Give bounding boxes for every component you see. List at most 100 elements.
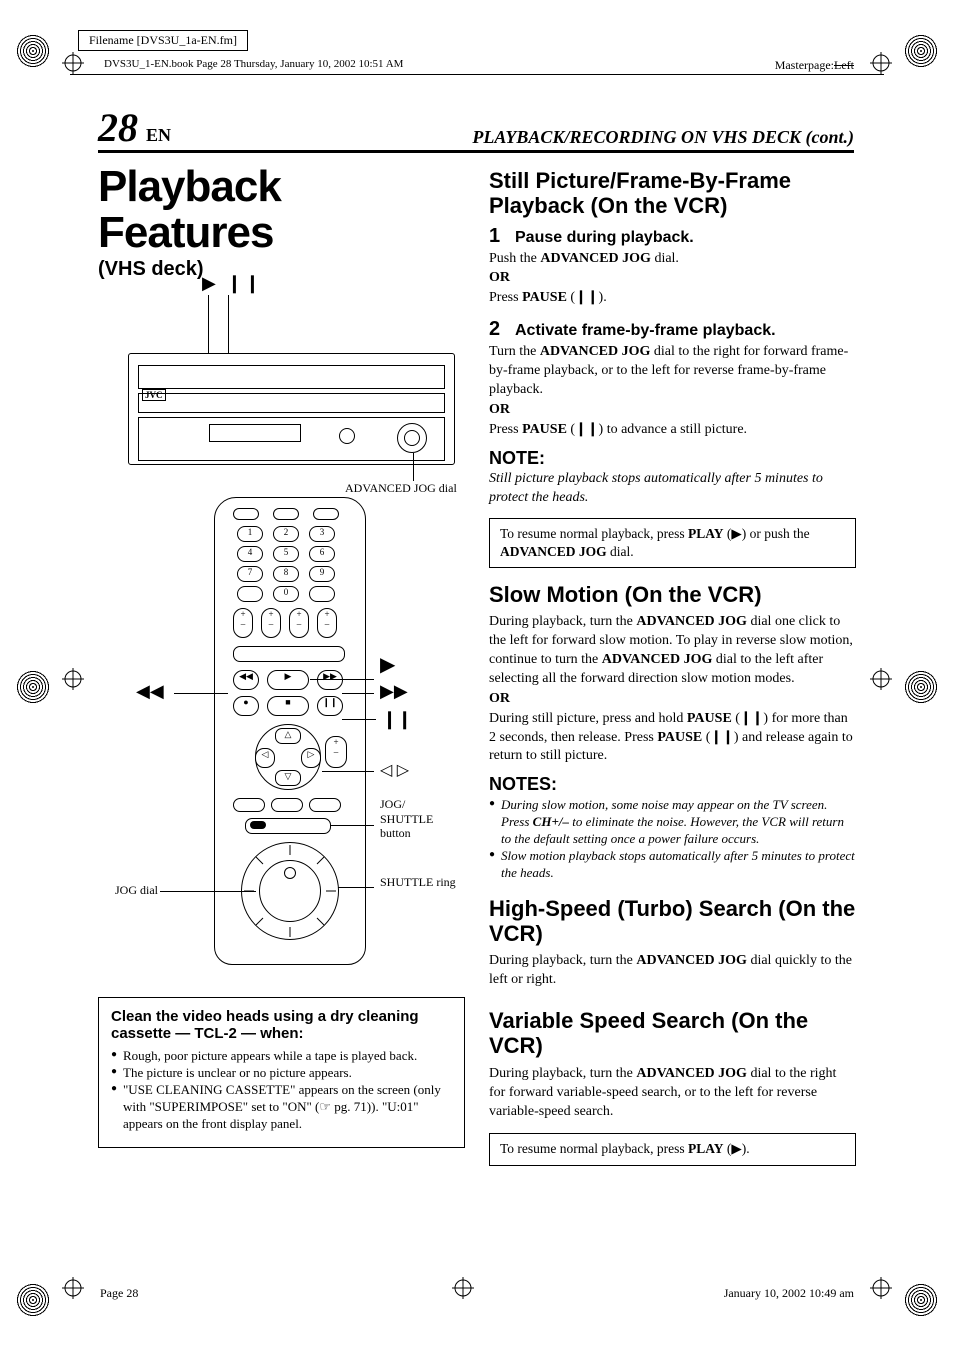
masterpage-text: Masterpage: (775, 58, 834, 72)
step-number: 2 (489, 318, 505, 341)
nav-left: ◁ (255, 748, 275, 768)
nav-up: △ (275, 728, 301, 744)
or-label: OR (489, 690, 856, 709)
or-label: OR (489, 401, 856, 420)
page-number-block: 28 EN (98, 108, 171, 148)
register-pattern-ml (16, 670, 50, 704)
rec-button: ● (233, 696, 259, 716)
vcr-cassette-slot (138, 365, 445, 389)
body-text: Press PAUSE (❙❙) to advance a still pict… (489, 421, 856, 440)
page-lang: EN (146, 125, 171, 145)
still-heading: Still Picture/Frame-By-Frame Playback (O… (489, 168, 856, 219)
leader-line (413, 453, 414, 481)
crop-mark-icon (870, 1277, 892, 1299)
advanced-jog-label: ADVANCED JOG dial (345, 481, 465, 496)
vcr-display (138, 393, 445, 413)
vcr-panel-dot (339, 428, 355, 444)
step-number: 1 (489, 225, 505, 248)
tip-box: To resume normal playback, press PLAY (▶… (489, 1133, 856, 1165)
footer-timestamp: January 10, 2002 10:49 am (724, 1286, 854, 1301)
ff-button: ▶▶ (317, 670, 343, 690)
step-heading: Pause during playback. (515, 229, 694, 247)
leader-line (338, 887, 374, 888)
book-meta-line: DVS3U_1-EN.book Page 28 Thursday, Januar… (104, 58, 403, 70)
leader-line (160, 891, 256, 892)
nav-down: ▽ (275, 770, 301, 786)
page-number: 28 (98, 105, 138, 150)
remote-button (233, 508, 259, 520)
rew-glyph-label: ◀◀ (136, 681, 164, 703)
leader-line (322, 771, 374, 772)
list-item: Rough, poor picture appears while a tape… (111, 1048, 452, 1065)
footer-row: Page 28 January 10, 2002 10:49 am (100, 1286, 854, 1301)
jog-dial-label: JOG dial (98, 883, 158, 897)
crop-mark-icon (870, 52, 892, 74)
cleaning-heading: Clean the video heads using a dry cleani… (111, 1008, 452, 1042)
crop-mark-icon (62, 52, 84, 74)
vcr-illustration: ▶ ❙❙ JVC ADVANCED JOG dial (98, 295, 465, 485)
register-pattern-mr (904, 670, 938, 704)
body-text: Push the ADVANCED JOG dial. (489, 250, 856, 269)
nav-right: ▷ (301, 748, 321, 768)
crop-mark-icon (62, 1277, 84, 1299)
leader-line (310, 679, 374, 680)
page-header-row: 28 EN PLAYBACK/RECORDING ON VHS DECK (co… (98, 108, 854, 153)
play-glyph-label: ▶ (380, 653, 395, 677)
masterpage-value: Left (834, 58, 854, 72)
list-item: The picture is unclear or no picture app… (111, 1065, 452, 1082)
body-text: During playback, turn the ADVANCED JOG d… (489, 952, 856, 990)
page-title: Playback Features (98, 164, 465, 256)
register-pattern-br (904, 1283, 938, 1317)
list-item: Slow motion playback stops automatically… (489, 848, 856, 882)
body-columns: Playback Features (VHS deck) ▶ ❙❙ JVC (98, 158, 856, 1261)
remote-button (309, 586, 335, 602)
top-rule (70, 74, 884, 75)
ff-glyph-label: ▶▶ (380, 681, 408, 703)
register-pattern-bl (16, 1283, 50, 1317)
remote-shell: 1 2 3 4 5 6 7 8 9 0 +– +– (214, 497, 366, 965)
leader-line (208, 295, 209, 355)
variable-heading: Variable Speed Search (On the VCR) (489, 1008, 856, 1059)
leader-line (228, 295, 229, 355)
vcr-panel-block (209, 424, 301, 442)
step-row: 1 Pause during playback. (489, 225, 856, 248)
remote-illustration: 1 2 3 4 5 6 7 8 9 0 +– +– (98, 497, 465, 977)
body-text: During still picture, press and hold PAU… (489, 710, 856, 767)
list-item: "USE CLEANING CASSETTE" appears on the s… (111, 1082, 452, 1133)
body-text: Turn the ADVANCED JOG dial to the right … (489, 343, 856, 400)
or-label: OR (489, 269, 856, 288)
filename-label: Filename [DVS3U_1a-EN.fm] (78, 30, 248, 51)
stop-button: ■ (267, 696, 309, 716)
notes-list: During slow motion, some noise may appea… (489, 797, 856, 881)
tip-box: To resume normal playback, press PLAY (▶… (489, 518, 856, 568)
leader-line (342, 693, 374, 694)
left-right-glyph-label: ◁ ▷ (380, 761, 409, 780)
pause-glyph-label: ❙❙ (382, 709, 412, 731)
remote-button (237, 586, 263, 602)
shuttle-ring-label: SHUTTLE ring (380, 875, 460, 889)
remote-button (271, 798, 303, 812)
step-row: 2 Activate frame-by-frame playback. (489, 318, 856, 341)
pause-button: ❙❙ (317, 696, 343, 716)
jog-shuttle-button (245, 818, 331, 834)
page-subtitle: (VHS deck) (98, 258, 465, 281)
cleaning-list: Rough, poor picture appears while a tape… (111, 1048, 452, 1132)
leader-line (330, 825, 374, 826)
play-button: ▶ (267, 670, 309, 690)
body-text: During playback, turn the ADVANCED JOG d… (489, 613, 856, 689)
body-text: Press PAUSE (❙❙). (489, 289, 856, 308)
leader-line (174, 693, 228, 694)
step-heading: Activate frame-by-frame playback. (515, 322, 776, 340)
remote-button (309, 798, 341, 812)
register-pattern-tr (904, 34, 938, 68)
list-item: During slow motion, some noise may appea… (489, 797, 856, 848)
jog-dial (259, 860, 321, 922)
slow-heading: Slow Motion (On the VCR) (489, 582, 856, 607)
crop-mark-icon (62, 668, 84, 690)
masterpage-label: Masterpage:Left (775, 58, 854, 73)
right-column: Still Picture/Frame-By-Frame Playback (O… (489, 158, 856, 1261)
crop-mark-icon (870, 668, 892, 690)
notes-heading: NOTES: (489, 774, 856, 795)
note-heading: NOTE: (489, 448, 856, 469)
section-title: PLAYBACK/RECORDING ON VHS DECK (cont.) (472, 127, 854, 148)
